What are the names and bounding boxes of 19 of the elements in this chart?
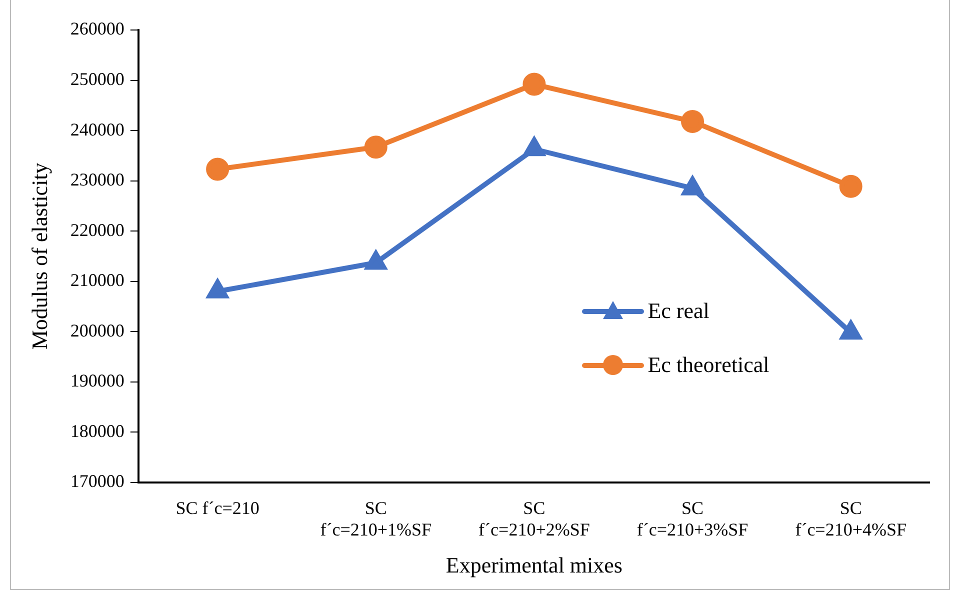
x-tick-label: SC f´c=210+3%SF <box>636 498 748 540</box>
y-tick-label: 220000 <box>70 220 124 240</box>
y-tick-label: 260000 <box>70 18 124 39</box>
legend-label: Ec real <box>648 298 710 324</box>
y-tick-label: 180000 <box>70 420 124 441</box>
legend-label: Ec theoretical <box>648 352 770 378</box>
y-tick-label: 250000 <box>70 69 124 89</box>
x-tick-label: SC f´c=210+2%SF <box>478 498 590 540</box>
x-tick-label: SC f´c=210 <box>176 498 260 518</box>
x-tick-label: SC f´c=210+4%SF <box>795 498 906 540</box>
x-axis-title: Experimental mixes <box>446 552 622 578</box>
y-tick-label: 200000 <box>70 320 124 340</box>
y-tick-label: 170000 <box>70 471 124 492</box>
y-axis-title: Modulus of elasticity <box>26 162 52 350</box>
y-tick-label: 240000 <box>70 119 124 140</box>
y-tick-label: 210000 <box>70 270 124 290</box>
y-tick-label: 190000 <box>70 370 124 391</box>
x-tick-label: SC f´c=210+1%SF <box>320 498 432 540</box>
y-tick-label: 230000 <box>70 170 124 190</box>
